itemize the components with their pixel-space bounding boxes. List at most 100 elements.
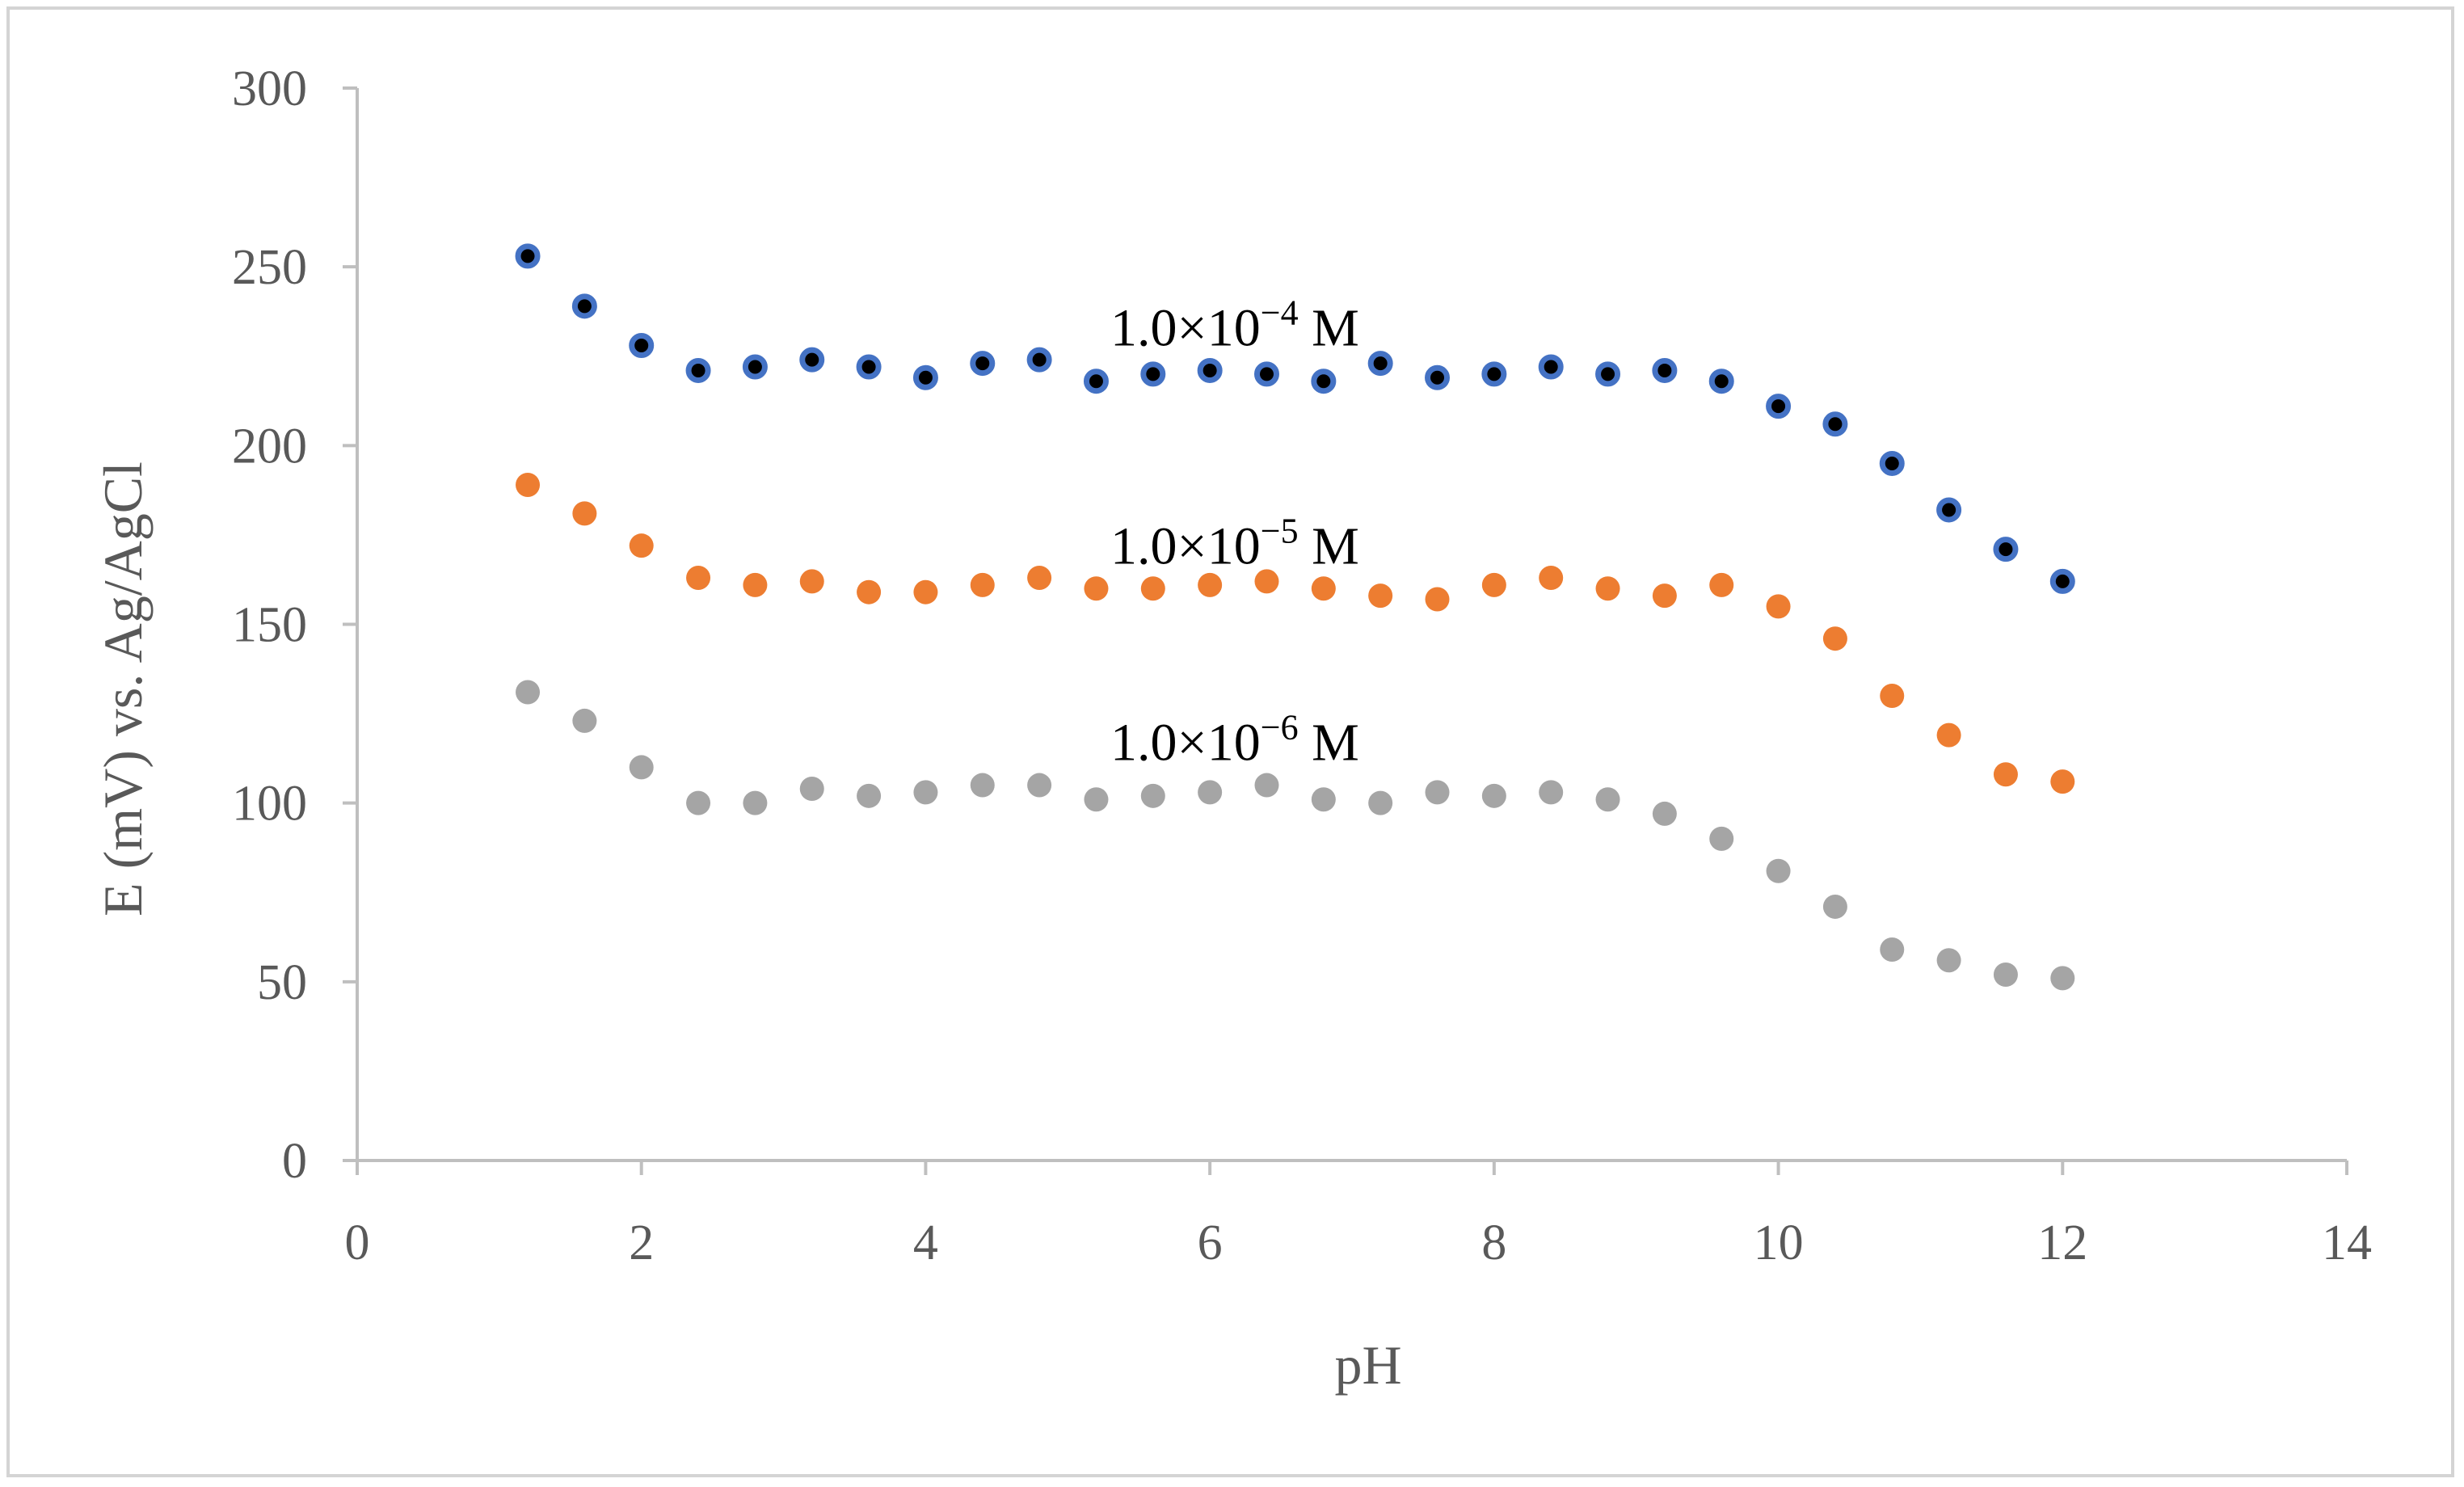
data-point: [1880, 683, 1905, 708]
x-tick-label: 6: [1198, 1215, 1223, 1270]
data-point: [1311, 369, 1337, 394]
data-point: [1084, 576, 1109, 601]
data-point: [1766, 858, 1791, 883]
y-tick-label: 100: [232, 777, 307, 832]
data-point: [1708, 369, 1734, 394]
y-tick-labels: 0 50 100 150 200 250 300: [232, 61, 307, 1189]
data-point: [970, 572, 995, 597]
y-tick-label: 0: [282, 1134, 307, 1189]
data-point: [686, 565, 711, 590]
data-point: [1197, 357, 1223, 383]
data-point: [856, 354, 882, 380]
data-point: [1539, 565, 1564, 590]
data-point: [1993, 762, 2018, 787]
data-point: [1425, 364, 1451, 390]
data-points: [515, 243, 2075, 991]
y-tick-label: 300: [232, 61, 307, 116]
scatter-chart: 0 50 100 150 200 250 300 0 2 4 6 8 10 12 14 1.0×10−4 …: [92, 61, 2373, 1396]
data-point: [572, 708, 597, 733]
y-tick-label: 50: [257, 955, 307, 1010]
data-point: [1766, 594, 1791, 619]
data-point: [516, 680, 541, 705]
data-point: [1993, 537, 2019, 562]
data-point: [1539, 780, 1564, 805]
data-point: [1993, 962, 2018, 987]
data-point: [1311, 576, 1336, 601]
data-point: [1709, 826, 1734, 851]
series-1: [515, 243, 2075, 594]
data-point: [913, 579, 938, 604]
x-tick-label: 14: [2322, 1215, 2372, 1270]
data-point: [629, 755, 654, 780]
data-point: [516, 472, 541, 497]
y-tick-label: 150: [232, 598, 307, 653]
data-point: [1652, 357, 1678, 383]
data-point: [1481, 783, 1506, 808]
data-point: [515, 243, 541, 269]
data-point: [1368, 790, 1393, 815]
data-point: [1595, 576, 1620, 601]
data-point: [1140, 576, 1165, 601]
data-point: [799, 569, 824, 594]
data-point: [742, 354, 768, 380]
data-point: [1425, 587, 1450, 612]
data-point: [799, 347, 825, 373]
chart-frame: 0 50 100 150 200 250 300 0 2 4 6 8 10 12 14 1.0×10−4 …: [6, 6, 2454, 1477]
data-point: [970, 351, 996, 377]
data-point: [572, 501, 597, 526]
data-point: [1140, 783, 1165, 808]
x-tick-labels: 0 2 4 6 8 10 12 14: [345, 1215, 2373, 1270]
series-label-2: 1.0×10−5 M: [1110, 511, 1359, 575]
series-label-1: 1.0×10−4 M: [1110, 293, 1359, 357]
data-point: [1481, 361, 1507, 387]
x-tick-label: 12: [2037, 1215, 2087, 1270]
data-point: [1652, 801, 1677, 826]
data-point: [1538, 354, 1564, 380]
x-tick-label: 8: [1481, 1215, 1506, 1270]
data-point: [1879, 450, 1905, 476]
data-point: [1709, 572, 1734, 597]
data-point: [1936, 722, 1961, 748]
data-point: [1083, 369, 1109, 394]
data-point: [2049, 568, 2075, 594]
series-label-3: 1.0×10−6 M: [1110, 708, 1359, 773]
data-point: [1652, 583, 1677, 609]
y-tick-label: 200: [232, 419, 307, 474]
data-point: [1822, 626, 1847, 651]
axes: [343, 86, 2348, 1175]
data-point: [1140, 361, 1166, 387]
data-point: [1425, 780, 1450, 805]
data-point: [1198, 572, 1223, 597]
data-point: [1822, 894, 1847, 919]
data-point: [743, 790, 768, 815]
data-point: [1595, 361, 1621, 387]
data-point: [1254, 569, 1279, 594]
data-point: [1027, 773, 1052, 798]
data-point: [1198, 780, 1223, 805]
data-point: [1595, 787, 1620, 812]
data-point: [912, 364, 938, 390]
data-point: [2050, 966, 2075, 991]
data-point: [1936, 497, 1962, 523]
series-2: [516, 472, 2075, 794]
data-point: [1254, 773, 1279, 798]
data-point: [1084, 787, 1109, 812]
data-point: [629, 332, 655, 358]
x-tick-label: 4: [913, 1215, 938, 1270]
data-point: [1027, 565, 1052, 590]
data-point: [857, 783, 882, 808]
y-axis-title: E (mV) vs. Ag/AgCl: [92, 461, 154, 916]
data-point: [2050, 769, 2075, 794]
data-point: [1936, 948, 1961, 973]
data-point: [629, 533, 654, 558]
series-annotations: 1.0×10−4 M 1.0×10−5 M 1.0×10−6 M: [1110, 293, 1359, 772]
x-tick-label: 10: [1754, 1215, 1804, 1270]
data-point: [799, 776, 824, 801]
data-point: [571, 293, 597, 319]
data-point: [1481, 572, 1506, 597]
data-point: [686, 790, 711, 815]
x-tick-label: 2: [629, 1215, 654, 1270]
data-point: [685, 357, 711, 383]
data-point: [1026, 347, 1052, 373]
data-point: [970, 773, 995, 798]
